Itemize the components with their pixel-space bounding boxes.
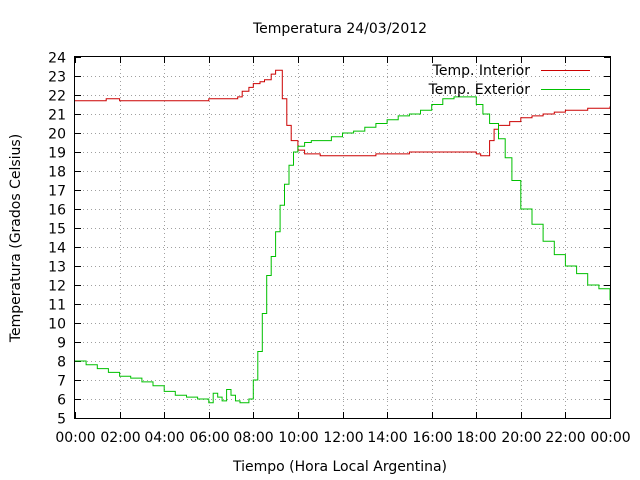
x-tick-label: 00:00 [55,430,95,446]
x-tick-label: 18:00 [456,430,496,446]
x-tick-label: 02:00 [100,430,140,446]
y-tick-label: 23 [48,70,66,86]
legend-label: Temp. Interior [432,63,531,79]
x-axis-label: Tiempo (Hora Local Argentina) [232,459,447,475]
x-tick-label: 22:00 [545,430,585,446]
legend: Temp. Interior Temp. Exterior [428,63,590,98]
y-tick-label: 8 [57,355,66,371]
y-axis-label: Temperatura (Grados Celsius) [8,134,24,343]
y-tick-label: 21 [48,108,66,124]
y-tick-label: 5 [57,412,66,428]
x-tick-label: 16:00 [412,430,452,446]
x-tick-label: 06:00 [189,430,229,446]
legend-label: Temp. Exterior [428,82,531,98]
y-tick-label: 10 [48,317,66,333]
chart-title: Temperatura 24/03/2012 [252,21,427,37]
series-line-interior [75,69,611,157]
y-tick-label: 16 [48,203,66,219]
x-tick-label: 10:00 [278,430,318,446]
y-tick-label: 22 [48,89,66,105]
y-tick-label: 15 [48,222,66,238]
y-tick-label: 13 [48,260,66,276]
x-tick-label: 12:00 [323,430,363,446]
y-tick-label: 14 [48,241,66,257]
x-tick-label: 20:00 [501,430,541,446]
y-tick-label: 17 [48,184,66,200]
x-tick-label: 14:00 [367,430,407,446]
x-tick-label: 04:00 [144,430,184,446]
y-tick-label: 6 [57,393,66,409]
y-tick-label: 12 [48,279,66,295]
y-tick-label: 18 [48,165,66,181]
y-tick-label: 7 [57,374,66,390]
plot-frame [74,56,611,419]
y-tick-label: 24 [48,51,66,67]
y-tick-label: 19 [48,146,66,162]
y-tick-label: 9 [57,336,66,352]
series-line-exterior [75,96,611,404]
x-tick-label: 00:00 [590,430,630,446]
y-tick-label: 11 [48,298,66,314]
x-tick-label: 08:00 [233,430,273,446]
y-tick-label: 20 [48,127,66,143]
